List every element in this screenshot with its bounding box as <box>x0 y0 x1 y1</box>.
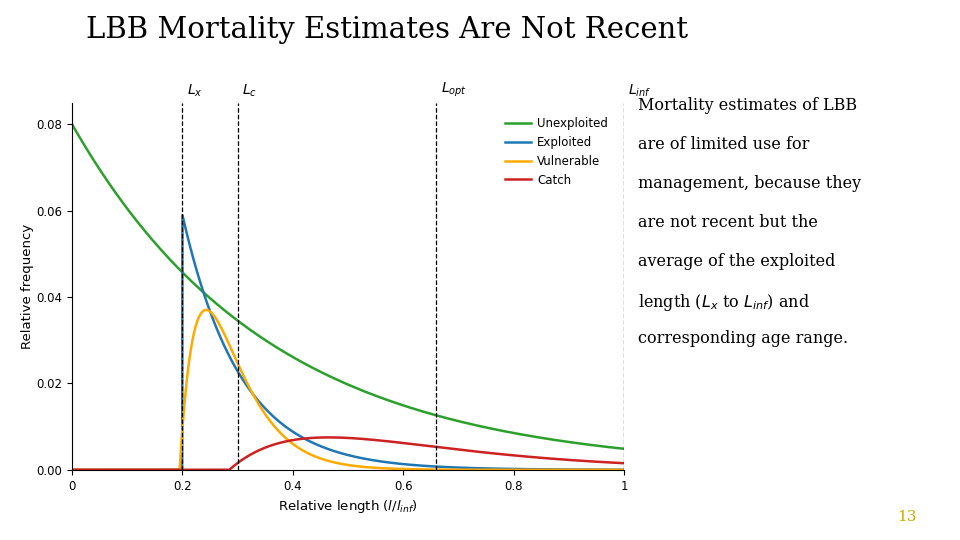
Exploited <box>335 450 347 456</box>
Text: LBB Mortality Estimates Are Not Recent: LBB Mortality Estimates Are Not Recent <box>86 16 688 44</box>
Exploited <box>501 465 513 472</box>
Exploited <box>618 467 630 473</box>
Catch <box>94 467 106 473</box>
Line: Catch: Catch <box>72 437 624 470</box>
Catch <box>602 459 613 465</box>
Vulnerable <box>618 467 630 473</box>
Vulnerable <box>66 467 78 473</box>
Vulnerable <box>602 467 613 473</box>
Catch <box>324 434 335 441</box>
Vulnerable <box>321 457 332 463</box>
Text: 13: 13 <box>898 510 917 524</box>
Unexploited <box>335 378 347 384</box>
Text: management, because they: management, because they <box>638 175 861 192</box>
Catch <box>603 459 614 465</box>
Vulnerable <box>94 467 106 473</box>
Unexploited <box>94 167 106 173</box>
Exploited <box>94 467 106 473</box>
Exploited <box>66 467 78 473</box>
Line: Vulnerable: Vulnerable <box>72 310 624 470</box>
Line: Exploited: Exploited <box>72 215 624 470</box>
Legend: Unexploited, Exploited, Vulnerable, Catch: Unexploited, Exploited, Vulnerable, Catc… <box>500 112 612 191</box>
Exploited <box>602 467 613 473</box>
Text: are not recent but the: are not recent but the <box>638 214 818 231</box>
Catch <box>501 451 513 458</box>
Text: $L_{opt}$: $L_{opt}$ <box>441 80 467 99</box>
X-axis label: Relative length ($l$/$l_{inf}$): Relative length ($l$/$l_{inf}$) <box>278 498 418 515</box>
Vulnerable <box>335 461 347 467</box>
Exploited <box>603 467 614 473</box>
Catch <box>618 460 630 467</box>
Unexploited <box>320 371 331 377</box>
Text: $L_{inf}$: $L_{inf}$ <box>629 83 652 99</box>
Text: $L_x$: $L_x$ <box>187 83 203 99</box>
Line: Unexploited: Unexploited <box>72 124 624 449</box>
Exploited <box>177 212 188 218</box>
Unexploited <box>66 121 78 127</box>
Exploited <box>321 445 332 451</box>
Catch <box>320 434 331 441</box>
Text: $L_c$: $L_c$ <box>242 83 257 99</box>
Unexploited <box>602 444 613 450</box>
Unexploited <box>618 446 630 452</box>
Text: length ($L_x$ to $L_{inf}$) and: length ($L_x$ to $L_{inf}$) and <box>638 292 810 313</box>
Text: average of the exploited: average of the exploited <box>638 253 836 269</box>
Y-axis label: Relative frequency: Relative frequency <box>20 224 34 349</box>
Unexploited <box>501 428 513 435</box>
Catch <box>66 467 78 473</box>
Text: are of limited use for: are of limited use for <box>638 136 810 153</box>
Text: corresponding age range.: corresponding age range. <box>638 330 849 347</box>
Unexploited <box>602 444 613 450</box>
Catch <box>335 434 347 441</box>
Vulnerable <box>201 307 212 313</box>
Text: Mortality estimates of LBB: Mortality estimates of LBB <box>638 97 857 114</box>
Vulnerable <box>603 467 614 473</box>
Vulnerable <box>501 467 513 473</box>
